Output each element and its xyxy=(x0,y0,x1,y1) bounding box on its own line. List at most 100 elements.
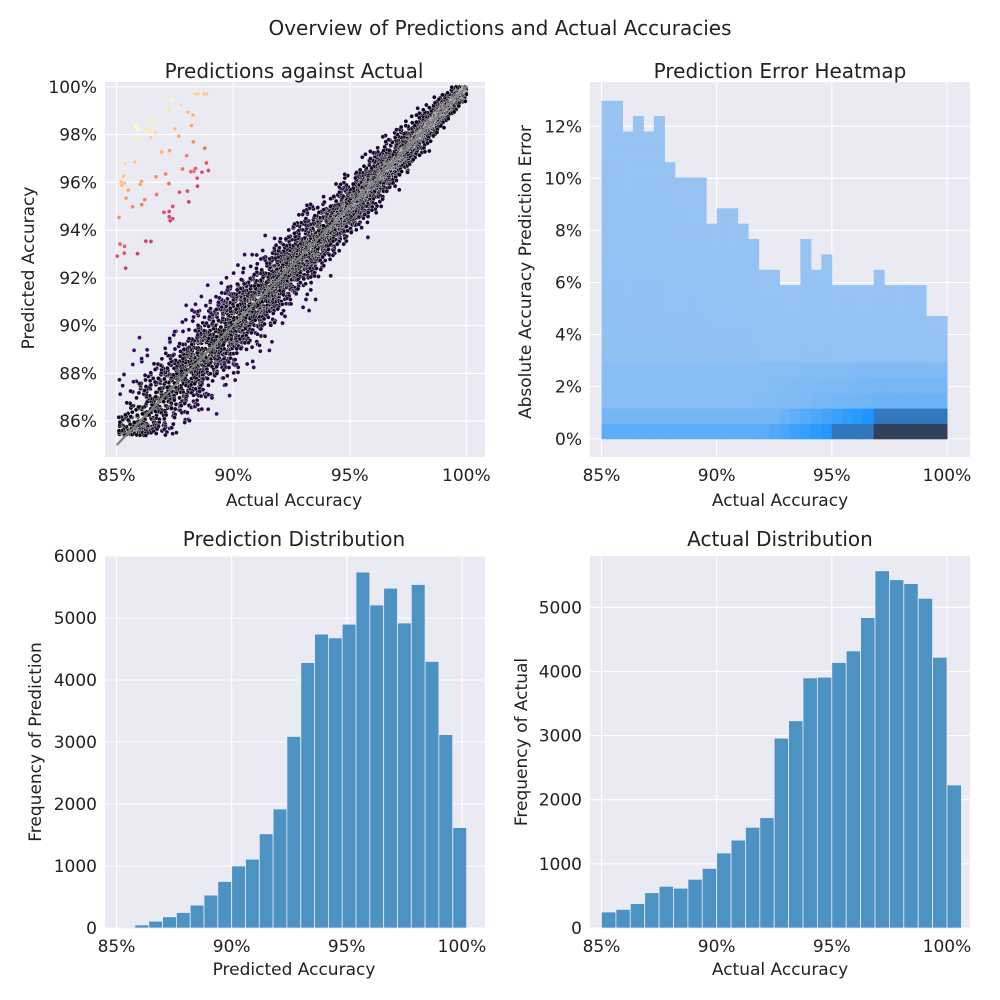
scatter-point xyxy=(366,210,371,215)
scatter-point xyxy=(259,267,264,273)
scatter-point xyxy=(186,336,192,341)
scatter-point xyxy=(449,85,455,90)
scatter-point xyxy=(403,119,409,124)
scatter-point xyxy=(394,127,399,132)
scatter-point xyxy=(434,130,440,135)
scatter-point xyxy=(135,412,140,418)
scatter-point xyxy=(246,340,251,345)
scatter-y-tick-label: 90% xyxy=(59,317,97,337)
scatter-point xyxy=(234,346,239,352)
scatter-point xyxy=(414,119,419,125)
scatter-point xyxy=(116,415,122,420)
scatter-point xyxy=(165,365,170,371)
scatter-y-tick-label: 98% xyxy=(59,126,97,146)
scatter-point xyxy=(451,109,457,115)
scatter-point xyxy=(298,220,304,225)
scatter-point xyxy=(373,210,379,215)
scatter-point xyxy=(235,303,240,308)
scatter-point xyxy=(154,426,160,432)
scatter-point xyxy=(323,258,328,263)
scatter-point xyxy=(361,215,366,221)
scatter-point xyxy=(394,178,399,183)
scatter-point xyxy=(330,253,336,258)
scatter-point xyxy=(271,311,276,316)
scatter-point xyxy=(381,148,386,153)
scatter-y-tick-label: 100% xyxy=(48,78,97,98)
scatter-point xyxy=(169,406,174,411)
scatter-point xyxy=(432,100,438,106)
scatter-point xyxy=(288,297,293,302)
scatter-point xyxy=(312,213,318,218)
scatter-point xyxy=(238,346,244,351)
scatter-point xyxy=(445,116,451,121)
scatter-point xyxy=(336,248,342,253)
scatter-point xyxy=(292,231,297,236)
scatter-point xyxy=(312,273,317,279)
scatter-point xyxy=(424,102,429,108)
scatter-point xyxy=(338,182,343,187)
scatter-marks xyxy=(115,84,469,446)
scatter-point xyxy=(136,404,141,410)
scatter-point xyxy=(214,364,219,370)
scatter-point xyxy=(354,170,359,175)
scatter-point xyxy=(252,317,258,323)
scatter-point xyxy=(169,400,174,406)
scatter-point xyxy=(375,145,380,151)
scatter-point xyxy=(136,390,142,396)
scatter-point xyxy=(142,388,147,393)
scatter-x-tick-label: 85% xyxy=(98,466,136,486)
scatter-x-tick-label: 90% xyxy=(214,466,252,486)
scatter-point xyxy=(162,416,167,422)
scatter-point xyxy=(301,276,307,282)
scatter-point xyxy=(205,376,210,381)
scatter-point xyxy=(380,196,385,202)
scatter-point xyxy=(193,328,198,333)
scatter-point xyxy=(177,354,183,359)
scatter-point xyxy=(178,349,183,354)
scatter-point xyxy=(200,387,206,392)
scatter-point xyxy=(441,125,447,130)
scatter-x-tick-label: 95% xyxy=(331,466,369,486)
scatter-point xyxy=(153,431,159,436)
scatter-point xyxy=(415,106,420,111)
scatter-point xyxy=(247,276,253,281)
scatter-point xyxy=(463,99,468,104)
scatter-point xyxy=(234,287,240,293)
scatter-point xyxy=(204,320,209,326)
scatter-point xyxy=(164,385,170,390)
scatter-point xyxy=(315,205,320,210)
scatter-point xyxy=(280,302,285,307)
scatter-point xyxy=(353,175,358,181)
scatter-point xyxy=(321,223,326,228)
scatter-point xyxy=(117,419,123,425)
scatter-x-tick-label: 100% xyxy=(442,466,491,486)
scatter-point xyxy=(417,152,422,158)
scatter-point xyxy=(428,138,433,144)
scatter-point xyxy=(131,420,137,425)
scatter-point xyxy=(436,96,442,102)
scatter-point xyxy=(368,156,373,161)
scatter-point xyxy=(210,378,215,384)
scatter-point xyxy=(192,381,197,387)
scatter-point xyxy=(134,395,139,401)
scatter-point xyxy=(172,415,177,420)
scatter-point xyxy=(266,315,271,320)
scatter-point xyxy=(333,198,339,204)
scatter-point xyxy=(410,157,416,162)
scatter-point xyxy=(365,214,371,219)
scatter-point xyxy=(383,139,389,144)
scatter-point xyxy=(397,172,402,178)
scatter-point xyxy=(261,316,267,322)
scatter-point xyxy=(123,412,128,418)
scatter-point xyxy=(318,267,324,272)
scatter-point xyxy=(163,412,169,418)
scatter-y-tick-label: 86% xyxy=(59,412,97,432)
scatter-point xyxy=(397,187,402,193)
scatter-point xyxy=(365,220,370,225)
scatter-point xyxy=(357,167,363,173)
scatter-point xyxy=(326,247,331,252)
scatter-point xyxy=(308,274,314,280)
scatter-point xyxy=(207,314,212,320)
scatter-y-tick-label: 88% xyxy=(59,364,97,384)
scatter-point xyxy=(258,326,264,332)
